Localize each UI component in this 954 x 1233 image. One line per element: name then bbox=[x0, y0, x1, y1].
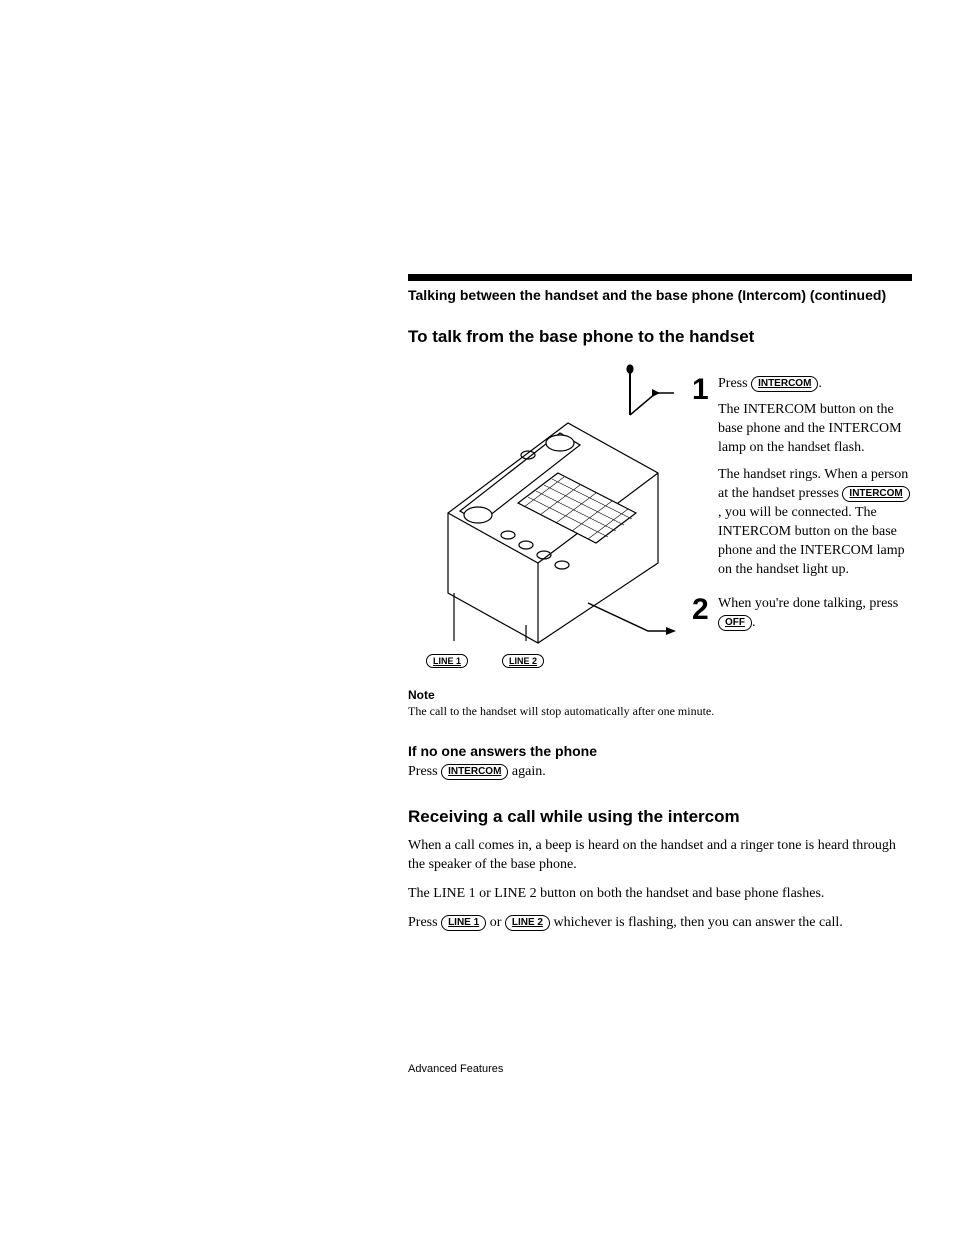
base-phone-figure: LINE 1 LINE 2 bbox=[408, 363, 676, 668]
section-title-receiving-call: Receiving a call while using the interco… bbox=[408, 807, 912, 827]
line1-label: LINE 1 bbox=[426, 654, 468, 668]
intercom-button-label: INTERCOM bbox=[842, 486, 909, 502]
line2-label: LINE 2 bbox=[502, 654, 544, 668]
step-1-line-3: The handset rings. When a person at the … bbox=[718, 466, 912, 579]
off-button-label: OFF bbox=[718, 615, 752, 631]
receiving-p3: Press LINE 1 or LINE 2 whichever is flas… bbox=[408, 914, 912, 933]
step-1-line-1: Press INTERCOM. bbox=[718, 375, 912, 394]
line1-button-label: LINE 1 bbox=[441, 915, 486, 931]
page-content: Talking between the handset and the base… bbox=[408, 274, 912, 1075]
base-phone-illustration bbox=[408, 363, 676, 663]
step-number-1: 1 bbox=[692, 375, 710, 588]
step-2-line-1: When you're done talking, press OFF. bbox=[718, 595, 912, 633]
step-1-line-2: The INTERCOM button on the base phone an… bbox=[718, 401, 912, 458]
figure-and-steps-row: LINE 1 LINE 2 1 Press INTERCOM. The INTE… bbox=[408, 363, 912, 668]
receiving-p2: The LINE 1 or LINE 2 button on both the … bbox=[408, 885, 912, 904]
note-heading: Note bbox=[408, 688, 912, 702]
intercom-button-label: INTERCOM bbox=[751, 376, 818, 392]
intercom-button-label: INTERCOM bbox=[441, 764, 508, 780]
steps-column: 1 Press INTERCOM. The INTERCOM button on… bbox=[692, 363, 912, 668]
line2-button-label: LINE 2 bbox=[505, 915, 550, 931]
section-title-talk-from-base: To talk from the base phone to the hands… bbox=[408, 327, 912, 347]
note-body: The call to the handset will stop automa… bbox=[408, 704, 912, 719]
step-1: 1 Press INTERCOM. The INTERCOM button on… bbox=[692, 375, 912, 588]
no-answer-body: Press INTERCOM again. bbox=[408, 763, 912, 782]
header-rule bbox=[408, 274, 912, 281]
step-number-2: 2 bbox=[692, 595, 710, 641]
step-1-body: Press INTERCOM. The INTERCOM button on t… bbox=[718, 375, 912, 588]
continuation-heading: Talking between the handset and the base… bbox=[408, 287, 912, 305]
receiving-p1: When a call comes in, a beep is heard on… bbox=[408, 837, 912, 875]
page-footer: Advanced Features bbox=[408, 1063, 912, 1075]
step-2: 2 When you're done talking, press OFF. bbox=[692, 595, 912, 641]
no-answer-heading: If no one answers the phone bbox=[408, 743, 912, 759]
step-2-body: When you're done talking, press OFF. bbox=[718, 595, 912, 641]
